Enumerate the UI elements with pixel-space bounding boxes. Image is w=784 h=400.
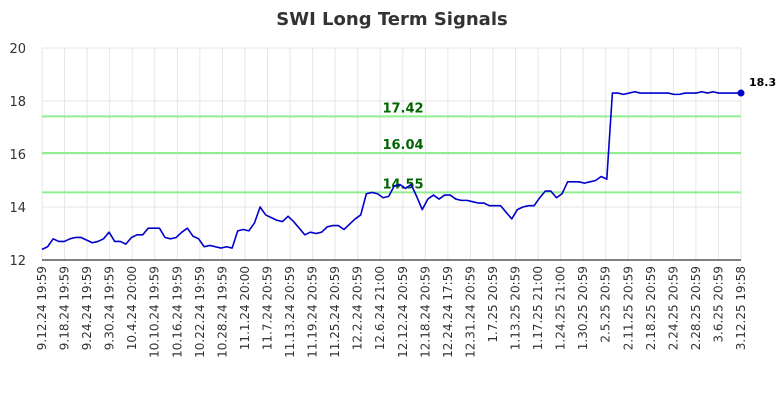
- y-tick-label: 12: [9, 254, 26, 269]
- signal-label: 17.42: [382, 101, 423, 116]
- chart-title: SWI Long Term Signals: [276, 9, 507, 30]
- x-tick-label: 1.30.25 20:59: [576, 266, 590, 350]
- x-tick-label: 9.24.24 19:59: [80, 266, 94, 350]
- x-tick-label: 11.7.24 20:59: [260, 266, 274, 350]
- last-value-label: 18.3: [749, 76, 776, 89]
- x-axis-ticks: 9.12.24 19:59 9.18.24 19:59 9.24.24 19:59 9…: [35, 266, 748, 358]
- y-tick-label: 18: [9, 95, 26, 110]
- x-tick-label: 12.6.24 21:00: [373, 266, 387, 350]
- x-tick-label: 12.24.24 17:59: [441, 266, 455, 358]
- x-tick-label: 2.5.25 20:59: [599, 266, 613, 343]
- x-tick-label: 12.2.24 20:59: [351, 266, 365, 350]
- price-line: [41, 90, 741, 251]
- x-tick-label: 11.1.24 20:00: [238, 266, 252, 350]
- x-tick-label: 1.17.25 21:00: [531, 266, 545, 350]
- x-tick-label: 11.19.24 20:59: [306, 266, 320, 358]
- x-tick-label: 11.25.24 20:59: [328, 266, 342, 358]
- grid: [41, 47, 742, 261]
- x-tick-label: 3.6.25 20:59: [711, 266, 725, 343]
- x-tick-label: 9.18.24 19:59: [58, 266, 72, 350]
- x-tick-label: 10.10.24 19:59: [148, 266, 162, 358]
- x-tick-label: 1.7.25 20:59: [486, 266, 500, 343]
- y-tick-label: 14: [9, 201, 26, 216]
- x-tick-label: 11.13.24 20:59: [283, 266, 297, 358]
- last-value-marker: [737, 89, 745, 97]
- y-tick-label: 16: [9, 148, 26, 163]
- signal-lines: 17.42 16.04 14.55: [42, 101, 741, 194]
- x-tick-label: 2.11.25 20:59: [621, 266, 635, 350]
- x-tick-label: 9.30.24 19:59: [103, 266, 117, 350]
- x-tick-label: 10.16.24 19:59: [170, 266, 184, 358]
- x-tick-label: 2.28.25 20:59: [689, 266, 703, 350]
- signal-label: 14.55: [382, 177, 423, 192]
- x-tick-label: 10.28.24 19:59: [215, 266, 229, 358]
- x-tick-label: 1.13.25 20:59: [509, 266, 523, 350]
- x-tick-label: 2.18.25 20:59: [644, 266, 658, 350]
- x-tick-label: 2.24.25 20:59: [666, 266, 680, 350]
- x-tick-label: 3.12.25 19:58: [734, 266, 748, 350]
- x-tick-label: 12.31.24 20:59: [463, 266, 477, 358]
- x-tick-label: 10.4.24 20:00: [125, 266, 139, 350]
- x-tick-label: 10.22.24 19:59: [193, 266, 207, 358]
- x-tick-label: 12.12.24 20:59: [396, 266, 410, 358]
- y-tick-label: 20: [9, 42, 26, 57]
- x-tick-label: 9.12.24 19:59: [35, 266, 49, 350]
- price-series: 18.3: [41, 76, 776, 251]
- x-tick-label: 12.18.24 20:59: [418, 266, 432, 358]
- signal-label: 16.04: [382, 138, 423, 153]
- y-axis-ticks: 12 14 16 18 20: [9, 42, 26, 269]
- x-tick-label: 1.24.25 21:00: [554, 266, 568, 350]
